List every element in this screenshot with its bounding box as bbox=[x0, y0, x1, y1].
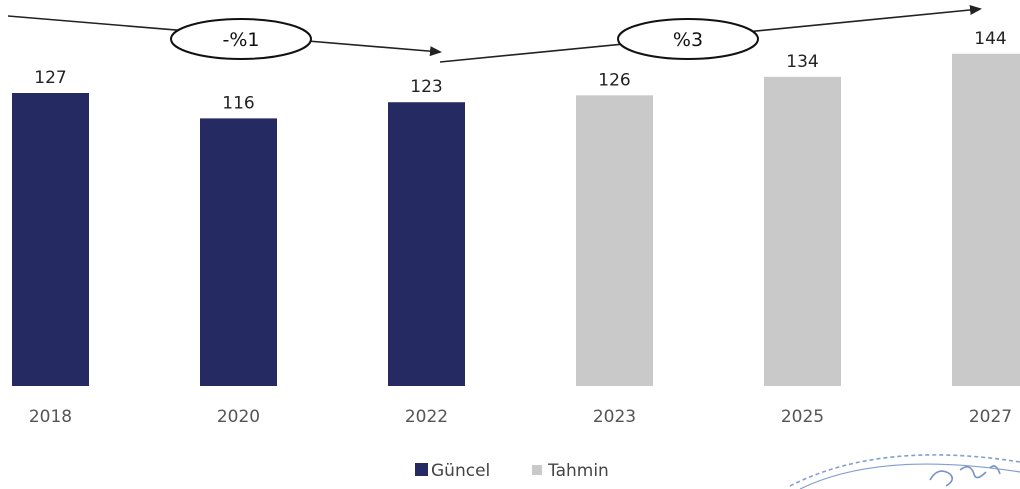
bar-2022 bbox=[388, 102, 465, 387]
bar-2025 bbox=[764, 76, 841, 386]
bar-2023 bbox=[576, 95, 653, 387]
value-label-2020: 116 bbox=[222, 93, 254, 113]
value-label-2018: 127 bbox=[34, 68, 66, 88]
x-tick-2023: 2023 bbox=[593, 407, 636, 427]
legend-swatch-tahmin bbox=[532, 465, 542, 475]
x-tick-2020: 2020 bbox=[217, 407, 260, 427]
x-tick-2025: 2025 bbox=[781, 407, 824, 427]
value-label-2025: 134 bbox=[786, 52, 818, 72]
legend: Güncel Tahmin bbox=[415, 461, 609, 481]
growth-label-2: %3 bbox=[673, 29, 703, 51]
bar-2020 bbox=[200, 118, 277, 386]
growth-annotation-1: -%1 bbox=[7, 15, 442, 60]
growth-label-1: -%1 bbox=[223, 29, 260, 51]
legend-swatch-guncel bbox=[415, 463, 428, 476]
value-labels-group: 127 116 123 126 134 144 bbox=[34, 29, 1006, 114]
value-label-2023: 126 bbox=[598, 70, 630, 90]
x-tick-2027: 2027 bbox=[969, 407, 1012, 427]
growth-ellipse-1 bbox=[170, 18, 312, 60]
x-tick-2018: 2018 bbox=[29, 407, 72, 427]
value-label-2027: 144 bbox=[974, 29, 1006, 49]
bars-group bbox=[12, 53, 1020, 387]
growth-ellipse-2 bbox=[617, 18, 759, 60]
bar-2018 bbox=[12, 93, 89, 386]
x-tick-labels-group: 2018 2020 2022 2023 2025 2027 bbox=[29, 407, 1012, 427]
legend-label-guncel: Güncel bbox=[431, 461, 490, 481]
stamp-fragment bbox=[789, 454, 1020, 489]
growth-annotation-2: %3 bbox=[439, 5, 982, 63]
bar-2027 bbox=[952, 53, 1020, 386]
value-label-2022: 123 bbox=[410, 77, 442, 97]
x-tick-2022: 2022 bbox=[405, 407, 448, 427]
legend-label-tahmin: Tahmin bbox=[547, 461, 609, 481]
